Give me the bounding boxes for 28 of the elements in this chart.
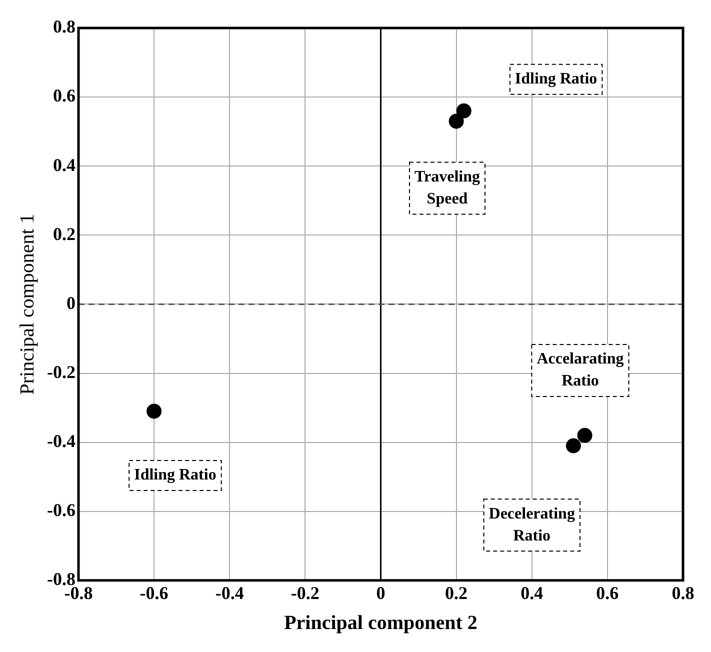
x-tick-label: 0: [376, 582, 386, 603]
y-tick-label: 0.2: [52, 224, 76, 244]
x-tick-label: 0.2: [445, 582, 468, 603]
y-tick-label: -0.4: [46, 430, 76, 451]
annotation: Idling Ratio: [514, 70, 598, 88]
annotation: Idling Ratio: [134, 466, 216, 484]
annotation: Traveling Speed: [414, 168, 480, 208]
x-axis-title: Principal component 2: [284, 612, 478, 634]
point: [566, 438, 581, 454]
x-tick-label: -0.6: [140, 582, 168, 603]
x-tick-label: -0.4: [215, 582, 244, 603]
y-tick-label: 0.8: [52, 16, 76, 37]
x-tick-label: 0.4: [520, 582, 544, 603]
point: [577, 428, 592, 443]
annotation: Accelarating Ratio: [536, 350, 624, 390]
y-tick-label: -0.6: [46, 500, 76, 520]
annotation: Decelerating Ratio: [488, 505, 575, 544]
point: [146, 404, 162, 419]
y-tick-label: -0.2: [46, 362, 76, 382]
y-tick-label: 0.6: [52, 86, 76, 106]
x-tick-label: 0.6: [596, 582, 619, 603]
x-tick-label: -0.2: [290, 582, 320, 603]
x-tick-label: 0.8: [672, 582, 694, 603]
y-tick-label: 0: [66, 292, 76, 313]
point: [456, 103, 472, 118]
point: [448, 114, 464, 129]
y-axis-title: Principal component 1: [16, 214, 38, 395]
y-tick-label: 0.4: [52, 154, 76, 175]
